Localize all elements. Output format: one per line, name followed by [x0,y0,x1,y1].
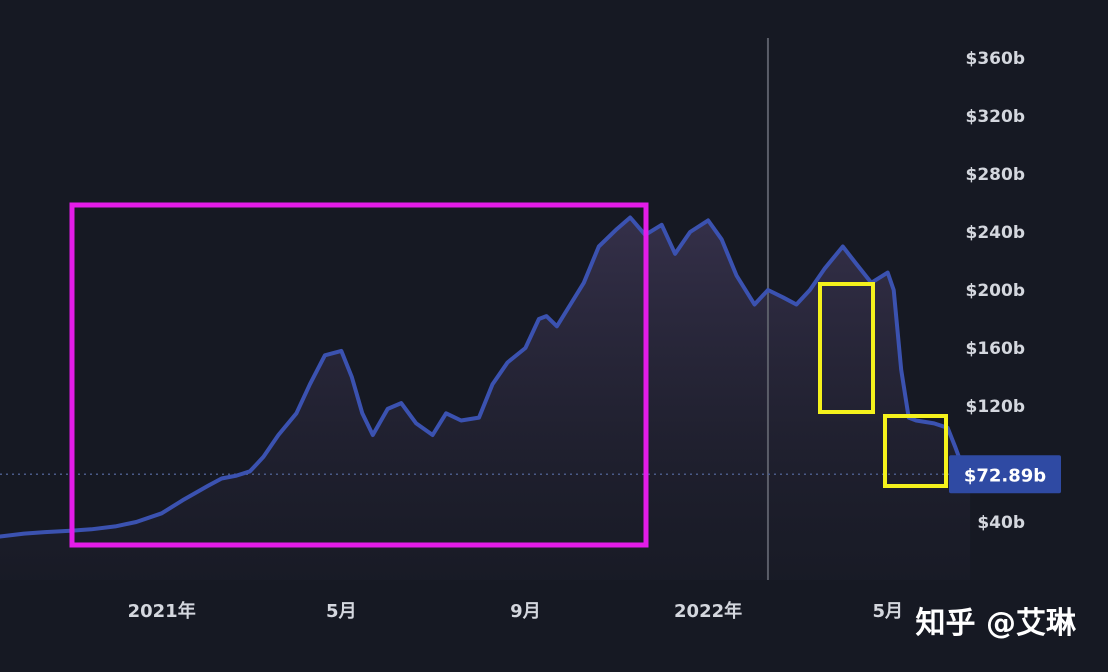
y-tick-label: $320b [966,107,1025,127]
watermark-text: 知乎 @艾琳 [916,606,1077,641]
axes: $40b $120b $160b $200b $240b $280b $320b $360b 2… [128,49,1061,622]
annotations [69,202,948,548]
x-tick-label: 9月 [510,601,541,622]
highlight-box-yellow-current [883,414,948,488]
current-value-badge [949,455,1061,494]
current-value-label: $72.89b [964,465,1046,486]
series-line [0,215,973,539]
y-tick-label: $360b [966,49,1025,69]
y-tick-label: $160b [966,339,1025,359]
y-tick-label: $40b [977,513,1025,533]
y-tick-label: $120b [966,397,1025,417]
highlight-box-yellow-drop [818,282,875,414]
y-tick-label: $200b [966,281,1025,301]
y-tick-label: $240b [966,223,1025,243]
x-tick-label: 5月 [326,601,357,622]
plot-area [0,38,973,580]
x-tick-label: 2022年 [674,600,742,622]
x-tick-label: 2021年 [128,600,196,622]
x-tick-label: 5月 [872,601,903,622]
highlight-box-magenta [69,202,649,548]
y-tick-label: $280b [966,165,1025,185]
area-fill [0,217,971,580]
